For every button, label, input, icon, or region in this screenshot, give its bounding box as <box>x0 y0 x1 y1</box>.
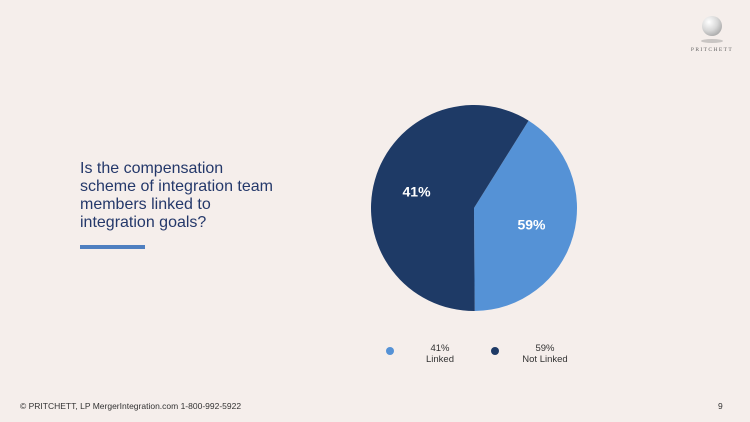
footer-copyright: © PRITCHETT, LP MergerIntegration.com 1-… <box>20 401 242 411</box>
legend-percent-linked: 41% <box>430 343 450 354</box>
legend-dot-linked <box>386 347 394 355</box>
pie-chart: 41% 59% <box>371 105 577 311</box>
question-text: Is the compensation scheme of integratio… <box>80 160 273 231</box>
pie-label-linked: 41% <box>403 184 432 200</box>
pie-slice-not-linked <box>371 105 529 311</box>
pie-slice-linked <box>474 120 577 311</box>
legend-percent-not-linked: 59% <box>535 343 555 354</box>
pritchett-logo: PRITCHETT <box>687 14 737 60</box>
legend-dot-not-linked <box>491 347 499 355</box>
page-number: 9 <box>718 401 723 411</box>
legend-label-not-linked: Not Linked <box>522 354 568 365</box>
legend-item-not-linked: 59% Not Linked <box>491 343 611 371</box>
accent-bar <box>80 245 145 249</box>
pie-label-not-linked: 59% <box>517 216 546 232</box>
logo-shadow <box>701 39 723 43</box>
legend-item-linked: 41% Linked <box>386 343 506 371</box>
logo-text: PRITCHETT <box>690 47 734 53</box>
legend-label-linked: Linked <box>426 354 454 365</box>
logo-sphere-icon <box>702 16 722 36</box>
